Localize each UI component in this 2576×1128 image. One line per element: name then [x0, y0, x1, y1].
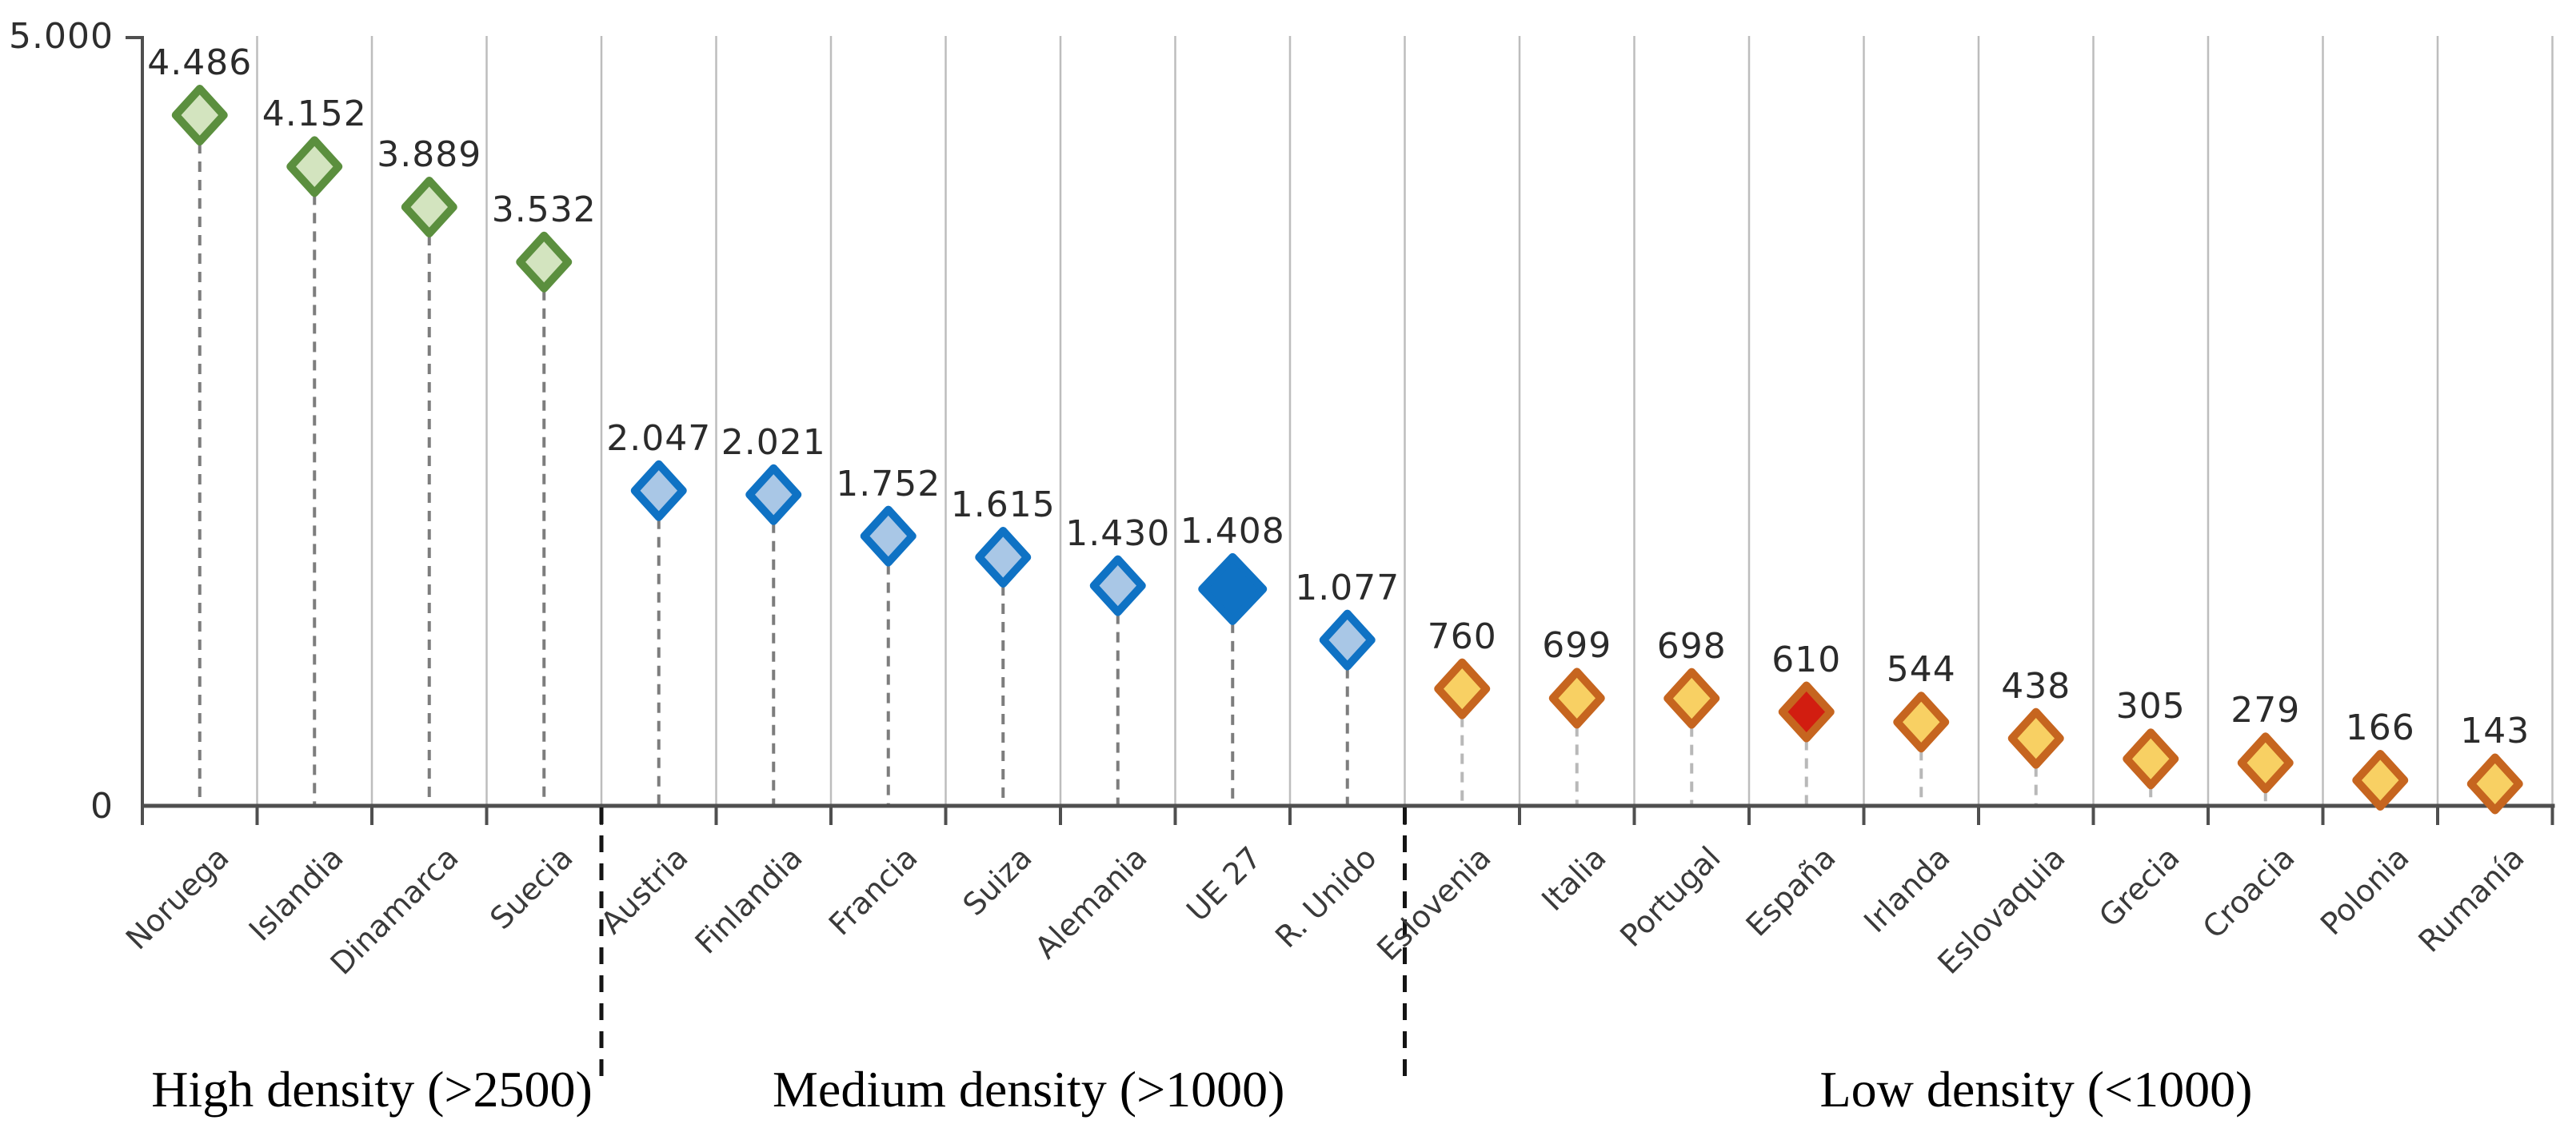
value-label-Francia: 1.752 — [836, 463, 941, 504]
data-point-Suiza — [975, 526, 1032, 588]
stems — [198, 142, 2267, 805]
data-point-Rumanía — [2466, 753, 2523, 815]
value-label-Suecia: 3.532 — [491, 189, 597, 230]
value-label-Eslovaquia: 438 — [2001, 665, 2071, 707]
value-label-Irlanda: 544 — [1886, 649, 1956, 691]
data-point-Croacia — [2237, 732, 2294, 794]
data-point-Grecia — [2123, 728, 2179, 790]
data-point-España — [1778, 681, 1835, 743]
y-axis-zero-label: 0 — [90, 786, 114, 827]
value-label-Suiza: 1.615 — [950, 484, 1056, 525]
value-label-Noruega: 4.486 — [147, 42, 253, 83]
value-label-Dinamarca: 3.889 — [377, 134, 482, 175]
data-points — [171, 84, 2523, 815]
data-point-Polonia — [2352, 750, 2409, 811]
density-group-label: Medium density (>1000) — [773, 1061, 1285, 1118]
group-dividers — [599, 807, 1407, 1078]
data-point-UE 27 — [1198, 552, 1268, 625]
value-label-Italia: 699 — [1542, 625, 1612, 667]
data-point-Finlandia — [745, 464, 802, 525]
data-point-Noruega — [171, 84, 228, 145]
y-axis-max-label: 5.000 — [9, 16, 114, 57]
data-point-Italia — [1548, 668, 1605, 729]
value-label-Austria: 2.047 — [606, 417, 712, 459]
value-label-Islandia: 4.152 — [262, 94, 367, 135]
value-label-España: 610 — [1771, 639, 1842, 680]
data-point-Alemania — [1089, 555, 1146, 616]
data-point-Irlanda — [1893, 692, 1950, 753]
value-label-Eslovenia: 760 — [1427, 616, 1497, 657]
data-point-Austria — [630, 460, 687, 521]
data-point-Eslovaquia — [2007, 707, 2064, 769]
value-label-Polonia: 166 — [2345, 707, 2415, 749]
data-point-R. Unido — [1319, 609, 1376, 671]
axes — [126, 36, 2555, 808]
gridlines — [256, 36, 2554, 806]
value-label-Grecia: 305 — [2115, 686, 2186, 727]
data-point-Portugal — [1663, 668, 1720, 729]
value-label-R. Unido: 1.077 — [1295, 567, 1400, 608]
axis-ticks — [141, 807, 2554, 825]
value-label-UE 27: 1.408 — [1180, 510, 1285, 552]
value-label-Portugal: 698 — [1656, 625, 1727, 667]
value-label-Finlandia: 2.021 — [721, 421, 826, 463]
data-point-Eslovenia — [1434, 658, 1491, 719]
data-point-Dinamarca — [401, 176, 457, 237]
density-group-label: Low density (<1000) — [1819, 1061, 2253, 1118]
data-point-Francia — [860, 505, 917, 567]
density-group-label: High density (>2500) — [151, 1061, 593, 1118]
value-label-Alemania: 1.430 — [1065, 512, 1171, 554]
value-label-Croacia: 279 — [2231, 690, 2301, 731]
data-point-Islandia — [286, 136, 343, 197]
data-point-Suecia — [516, 231, 573, 293]
value-label-Rumanía: 143 — [2460, 711, 2530, 752]
